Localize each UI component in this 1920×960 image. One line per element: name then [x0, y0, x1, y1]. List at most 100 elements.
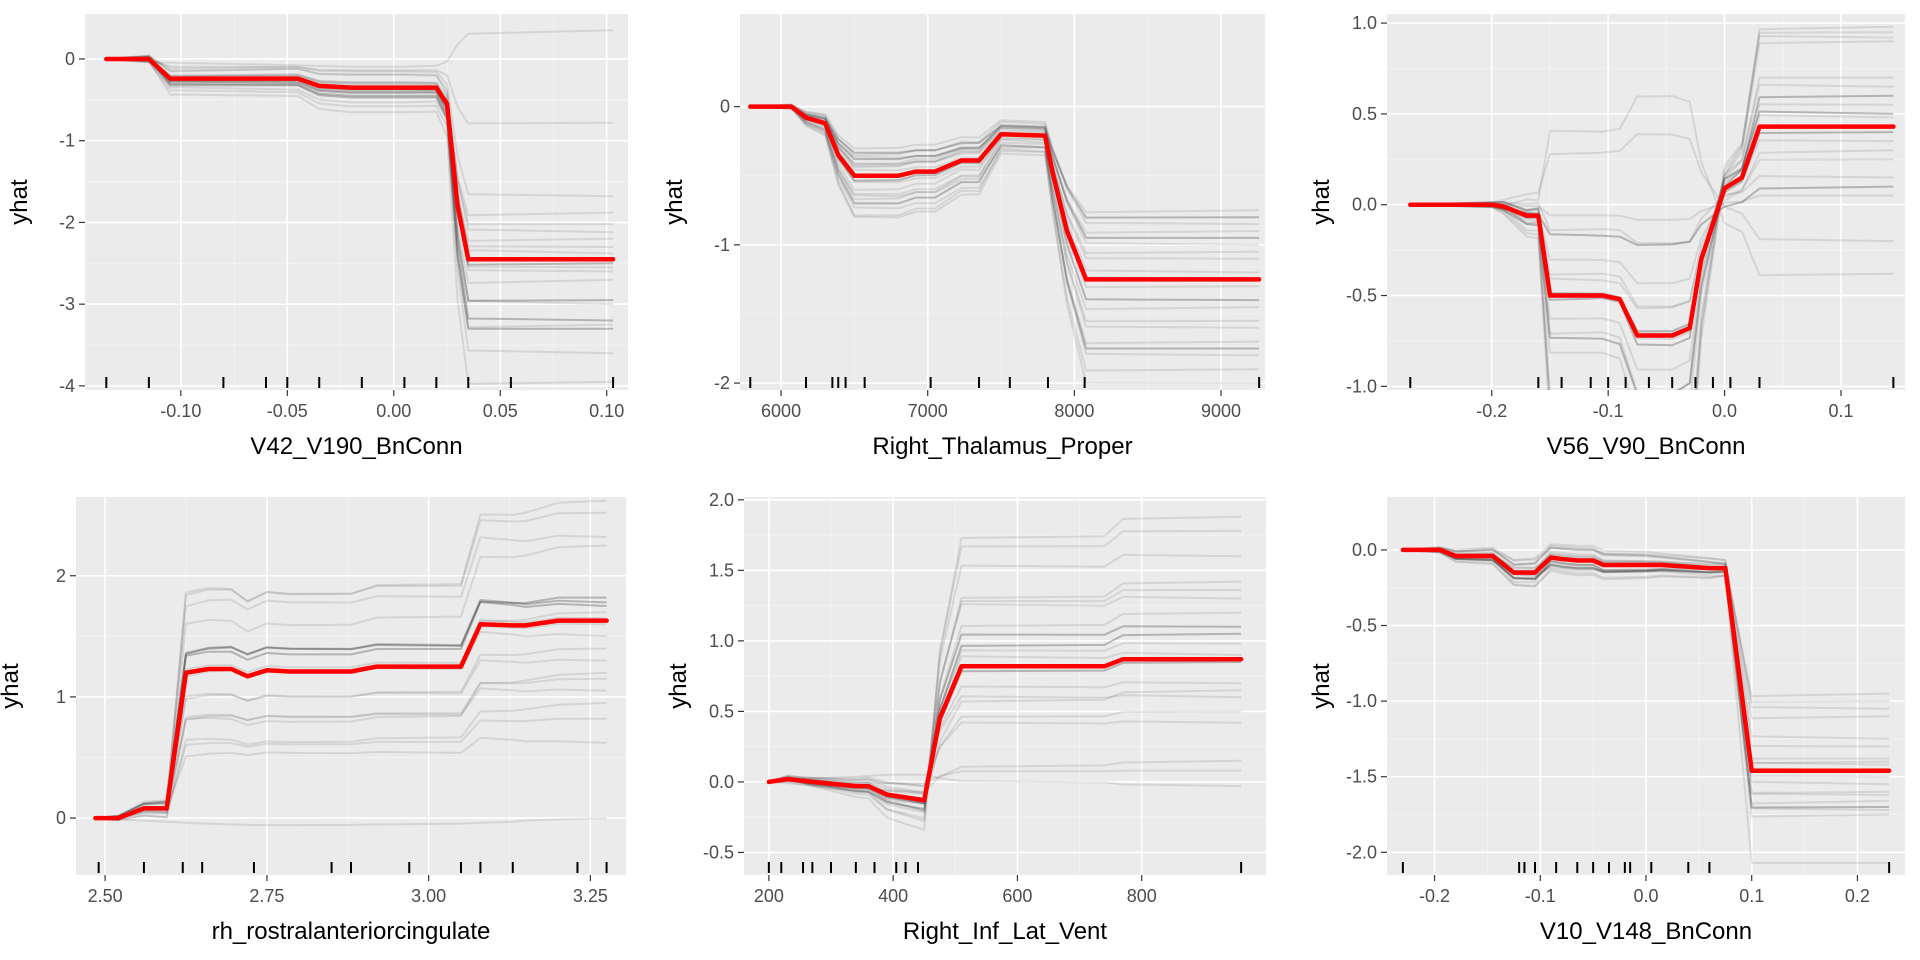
- ice-curve: [768, 515, 1242, 831]
- ice-curve: [1410, 133, 1894, 243]
- y-tick-label: 1.5: [709, 560, 734, 580]
- ice-curve: [1402, 548, 1890, 805]
- ice-curve: [750, 104, 1260, 357]
- ice-curve: [1402, 543, 1890, 740]
- x-axis-title: V42_V190_BnConn: [250, 433, 462, 460]
- ice-curve: [750, 105, 1260, 239]
- y-tick-label: 0: [56, 808, 66, 828]
- partial-dependence-line: [766, 656, 1244, 803]
- y-tick-label: -0.5: [1346, 616, 1377, 636]
- y-tick-label: -1.0: [1346, 376, 1377, 396]
- ice-curve: [768, 773, 1242, 788]
- ice-curve: [106, 58, 614, 330]
- panel-2: 6000 7000 8000 9000 -2 -1 0 Right_Thalamus_Prop…: [661, 14, 1265, 460]
- ice-curve: [768, 611, 1242, 814]
- x-axis-title: Right_Thalamus_Proper: [872, 433, 1132, 460]
- ice-curve: [106, 55, 614, 234]
- x-tick-label: 0.00: [376, 401, 411, 421]
- ice-curve: [1410, 40, 1894, 390]
- ice-curve: [768, 651, 1242, 794]
- ice-curve: [95, 511, 607, 820]
- x-axis-title: V56_V90_BnConn: [1547, 433, 1746, 460]
- y-axis-title: yhat: [1308, 179, 1335, 225]
- ice-curve: [1410, 95, 1894, 277]
- y-tick-label: 0: [720, 97, 730, 117]
- ice-curve: [106, 29, 614, 68]
- y-tick-label: 2: [56, 566, 66, 586]
- ice-curve: [1402, 547, 1890, 710]
- panel-3: -0.2 -0.1 0.0 0.1 -1.0 -0.5 0.0 0.5 1.0 V56_V90_B…: [1308, 13, 1905, 460]
- panel-6: -0.2 -0.1 0.0 0.1 0.2 -2.0 -1.5 -1.0 -0.5 0.0 V10_…: [1308, 497, 1905, 945]
- x-tick-label: 800: [1127, 886, 1157, 906]
- ice-curve: [106, 58, 614, 385]
- ice-curve: [95, 647, 607, 820]
- partial-dependence-line: [104, 56, 616, 262]
- ice-curve: [1410, 94, 1894, 390]
- x-tick-label: -0.10: [160, 401, 201, 421]
- ice-curve: [750, 105, 1260, 372]
- partial-dependence-line: [1408, 124, 1896, 338]
- y-tick-label: -2: [714, 373, 730, 393]
- ice-curve: [1410, 175, 1894, 245]
- y-tick-label: -0.5: [1346, 286, 1377, 306]
- y-tick-label: 0.5: [1352, 104, 1377, 124]
- ice-curve: [95, 601, 607, 820]
- ice-curve: [1402, 548, 1890, 818]
- y-tick-label: -1.0: [1346, 691, 1377, 711]
- y-tick-label: 0.0: [1352, 195, 1377, 215]
- x-tick-label: -0.1: [1525, 886, 1556, 906]
- ice-curve: [1410, 76, 1894, 390]
- x-tick-label: -0.05: [267, 401, 308, 421]
- x-tick-label: 0.2: [1845, 886, 1870, 906]
- ice-curve: [1410, 25, 1894, 390]
- ice-curve: [1402, 548, 1890, 864]
- y-tick-label: 0: [65, 49, 75, 69]
- y-axis-title: yhat: [6, 179, 33, 225]
- ice-curve: [95, 702, 607, 821]
- ice-curve: [750, 105, 1260, 260]
- x-axis-title: rh_rostralanteriorcingulate: [212, 918, 491, 945]
- ice-curve: [1410, 194, 1894, 221]
- y-axis-title: yhat: [1308, 663, 1335, 709]
- x-tick-label: -0.1: [1593, 401, 1624, 421]
- y-tick-label: -0.5: [703, 842, 734, 862]
- ice-curve: [106, 55, 614, 198]
- ice-curve: [1402, 546, 1890, 772]
- ice-curve: [106, 58, 614, 125]
- partial-dependence-line: [748, 104, 1262, 282]
- ice-curve: [750, 105, 1260, 385]
- y-tick-label: -1: [714, 235, 730, 255]
- partial-dependence-line: [93, 618, 609, 821]
- ice-curve: [750, 105, 1260, 219]
- panel-background: [76, 497, 626, 875]
- x-tick-label: 200: [754, 886, 784, 906]
- ice-curve: [750, 104, 1260, 246]
- y-tick-label: -4: [59, 376, 75, 396]
- x-tick-label: -0.2: [1419, 886, 1450, 906]
- y-axis-title: yhat: [665, 663, 692, 709]
- y-tick-label: 1.0: [1352, 13, 1377, 33]
- panel-background: [740, 14, 1265, 390]
- x-tick-label: 2.75: [249, 886, 284, 906]
- x-tick-label: 9000: [1201, 401, 1241, 421]
- x-tick-label: -0.2: [1476, 401, 1507, 421]
- ice-curve: [768, 689, 1242, 805]
- y-tick-label: 1: [56, 687, 66, 707]
- x-tick-label: 0.1: [1739, 886, 1764, 906]
- ice-curve: [1402, 548, 1890, 794]
- y-axis-title: yhat: [0, 663, 24, 709]
- x-tick-label: 0.0: [1633, 886, 1658, 906]
- x-tick-label: 400: [878, 886, 908, 906]
- x-tick-label: 0.1: [1828, 401, 1853, 421]
- ice-curve: [1410, 35, 1894, 390]
- ice-curve: [106, 58, 614, 329]
- ice-curve: [1402, 548, 1890, 809]
- ice-curve: [1402, 548, 1890, 772]
- ice-curve: [1402, 548, 1890, 765]
- y-tick-label: -1.5: [1346, 767, 1377, 787]
- y-axis-title: yhat: [661, 179, 688, 225]
- y-tick-label: -3: [59, 294, 75, 314]
- ice-curve: [1410, 31, 1894, 390]
- x-axis-title: Right_Inf_Lat_Vent: [903, 918, 1107, 945]
